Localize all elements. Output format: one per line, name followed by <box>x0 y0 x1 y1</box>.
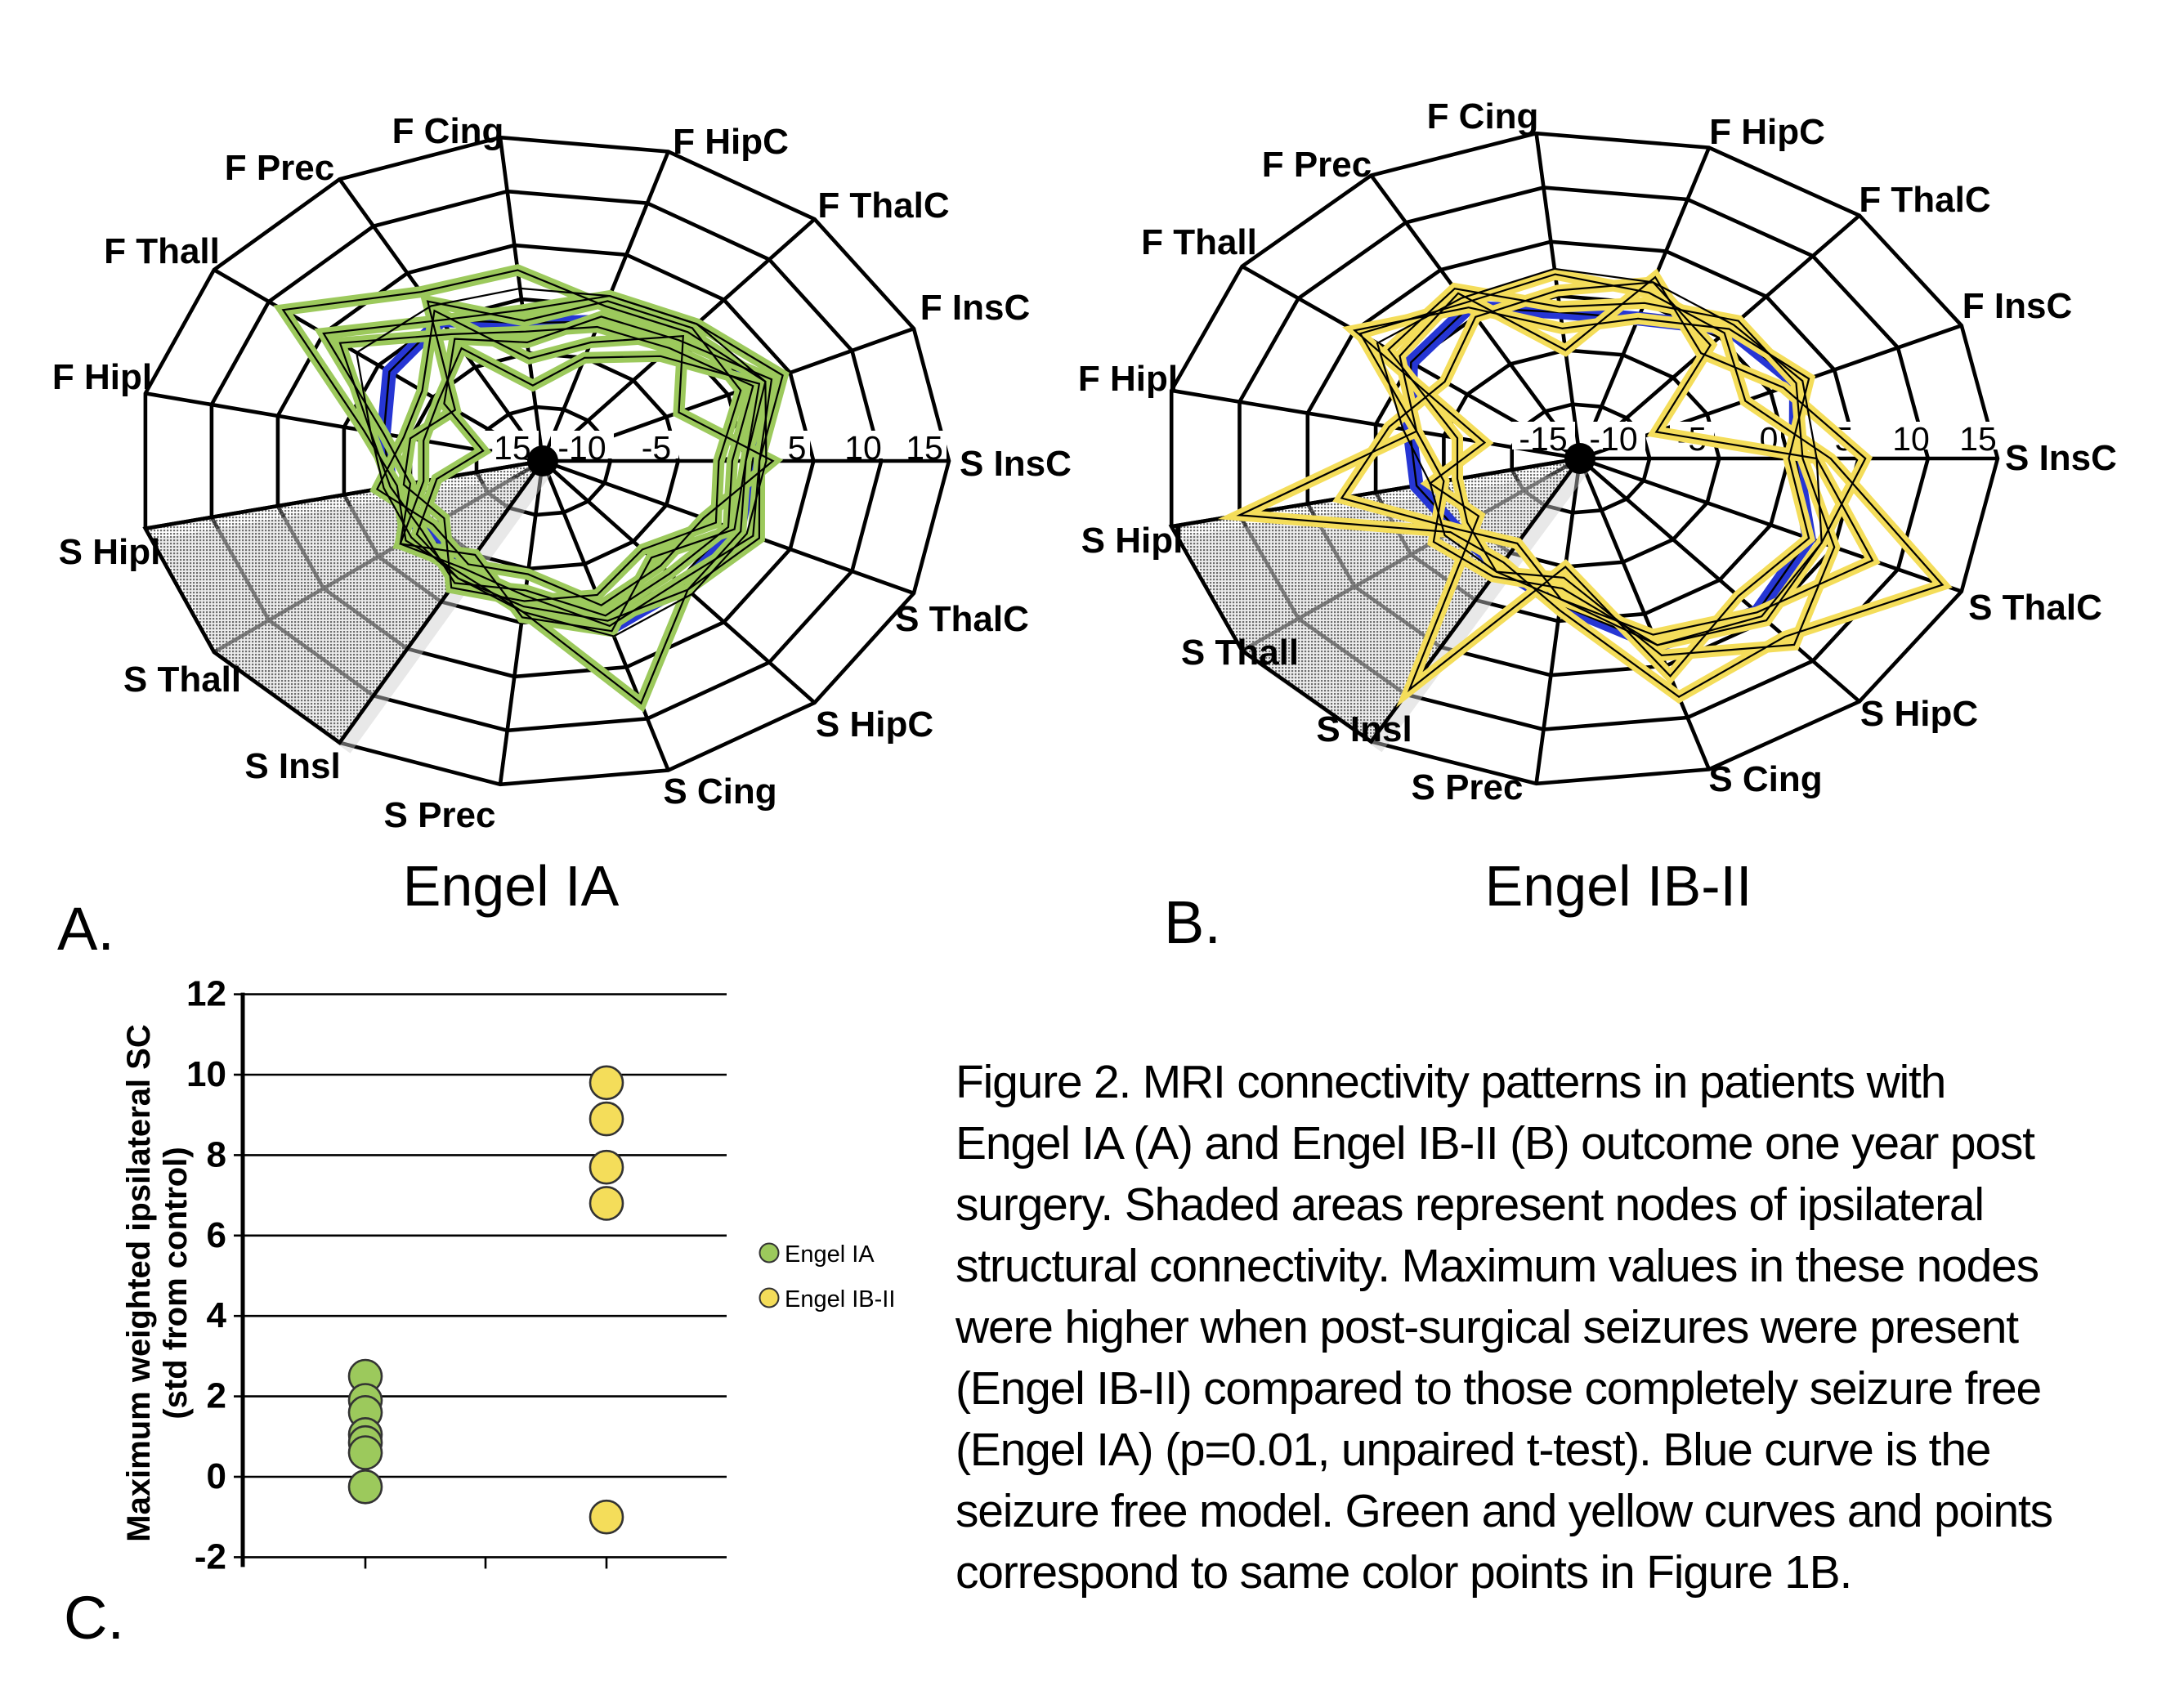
svg-text:seizure free model. Green and: seizure free model. Green and yellow cur… <box>955 1485 2052 1537</box>
svg-text:Engel IA: Engel IA <box>785 1241 875 1268</box>
svg-text:F InsC: F InsC <box>1962 286 2072 326</box>
svg-text:5: 5 <box>788 429 807 467</box>
svg-text:-10: -10 <box>1589 420 1637 458</box>
svg-text:S Hipl: S Hipl <box>59 532 161 572</box>
svg-text:S Cing: S Cing <box>663 771 776 812</box>
svg-text:2: 2 <box>207 1376 226 1416</box>
svg-text:15: 15 <box>906 429 943 467</box>
svg-text:S Thall: S Thall <box>123 660 241 700</box>
svg-text:F HipC: F HipC <box>673 122 789 162</box>
svg-text:S InsC: S InsC <box>960 444 1072 484</box>
svg-text:-5: -5 <box>642 429 671 467</box>
svg-text:F Cing: F Cing <box>392 111 504 151</box>
svg-text:6: 6 <box>207 1215 226 1255</box>
svg-text:-2: -2 <box>195 1536 226 1576</box>
svg-text:S Hipl: S Hipl <box>1081 521 1184 561</box>
svg-text:S Prec: S Prec <box>384 795 496 835</box>
svg-text:B.: B. <box>1164 888 1221 956</box>
svg-text:10: 10 <box>1892 420 1930 458</box>
svg-text:were higher when post-surgical: were higher when post-surgical seizures … <box>955 1301 2019 1353</box>
svg-text:Engel IB-II: Engel IB-II <box>785 1286 895 1313</box>
svg-text:S ThalC: S ThalC <box>895 599 1029 639</box>
svg-text:-10: -10 <box>557 429 606 467</box>
svg-text:Engel IA (A) and Engel IB-II (: Engel IA (A) and Engel IB-II (B) outcome… <box>955 1117 2035 1170</box>
svg-text:S Insl: S Insl <box>1316 709 1412 749</box>
svg-text:F Cing: F Cing <box>1427 96 1539 136</box>
svg-text:F Hipl: F Hipl <box>1078 359 1178 399</box>
svg-text:10: 10 <box>844 429 882 467</box>
svg-text:S ThalC: S ThalC <box>1968 588 2102 628</box>
svg-text:surgery. Shaded areas represen: surgery. Shaded areas represent nodes of… <box>955 1178 1984 1231</box>
svg-text:F Thall: F Thall <box>104 231 220 271</box>
svg-text:10: 10 <box>186 1054 226 1094</box>
svg-text:S Prec: S Prec <box>1412 767 1524 807</box>
svg-text:correspond to same color point: correspond to same color points in Figur… <box>955 1546 1851 1599</box>
svg-text:C.: C. <box>64 1584 124 1652</box>
svg-text:-15: -15 <box>482 429 530 467</box>
svg-text:A.: A. <box>57 895 114 963</box>
svg-text:F InsC: F InsC <box>920 288 1030 328</box>
svg-text:Maximum weighted ipsilateral S: Maximum weighted ipsilateral SC <box>121 1024 157 1542</box>
svg-text:F Hipl: F Hipl <box>52 357 152 397</box>
svg-text:S Insl: S Insl <box>244 746 340 786</box>
svg-text:4: 4 <box>207 1295 227 1335</box>
svg-text:(Engel IA) (p=0.01, unpaired t: (Engel IA) (p=0.01, unpaired t-test). Bl… <box>955 1424 1990 1476</box>
svg-text:S InsC: S InsC <box>2005 438 2117 478</box>
svg-text:(Engel IB-II) compared to thos: (Engel IB-II) compared to those complete… <box>955 1362 2041 1415</box>
svg-text:8: 8 <box>207 1134 226 1174</box>
svg-text:F HipC: F HipC <box>1709 112 1825 152</box>
svg-text:F Prec: F Prec <box>225 148 335 188</box>
svg-text:S HipC: S HipC <box>816 704 933 745</box>
svg-text:S Thall: S Thall <box>1181 633 1299 673</box>
svg-text:(std from control): (std from control) <box>158 1147 194 1419</box>
svg-text:structural connectivity. Maxim: structural connectivity. Maximum values … <box>955 1240 2039 1292</box>
svg-text:S Cing: S Cing <box>1708 759 1822 799</box>
svg-text:F Prec: F Prec <box>1262 145 1372 185</box>
svg-text:0: 0 <box>207 1456 226 1496</box>
svg-text:F Thall: F Thall <box>1141 222 1257 262</box>
svg-text:F ThalC: F ThalC <box>817 186 949 226</box>
svg-text:F ThalC: F ThalC <box>1859 180 1990 220</box>
svg-text:S HipC: S HipC <box>1860 694 1978 734</box>
svg-text:-15: -15 <box>1519 420 1567 458</box>
svg-text:12: 12 <box>186 974 226 1014</box>
svg-text:Engel IB-II: Engel IB-II <box>1485 854 1752 918</box>
svg-text:Figure 2. MRI connectivity pat: Figure 2. MRI connectivity patterns in p… <box>955 1056 1945 1108</box>
svg-text:15: 15 <box>1959 420 1997 458</box>
svg-text:Engel IA: Engel IA <box>403 854 620 918</box>
